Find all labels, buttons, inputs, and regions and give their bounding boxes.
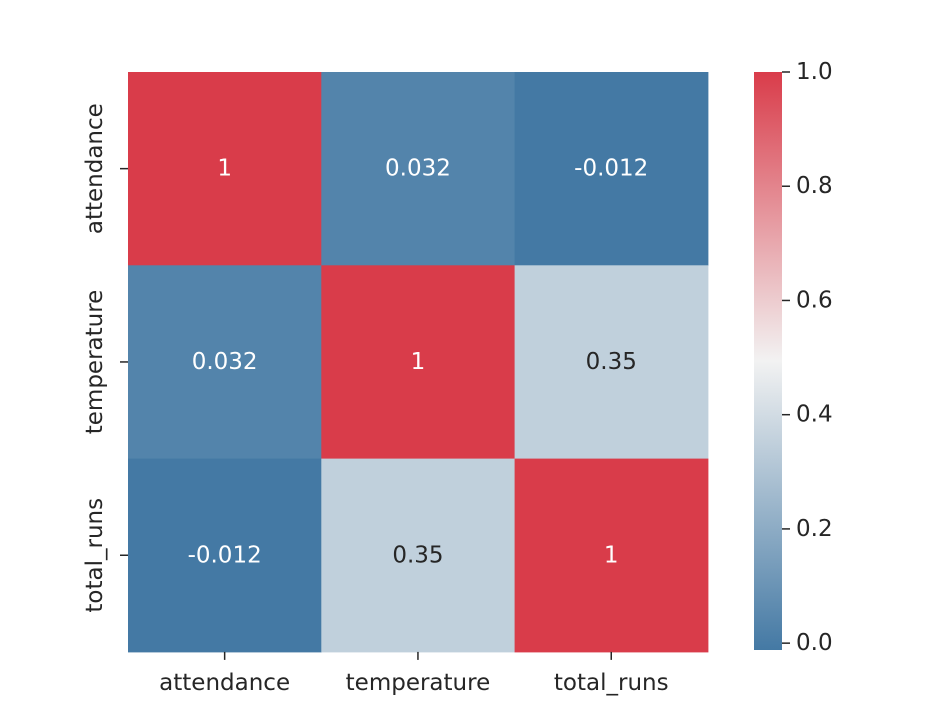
colorbar-tick-label: 0.2 [796,516,833,542]
heatmap-cell-0-1 [321,72,516,266]
heatmap-cell-0-2 [514,72,709,266]
colorbar-tick-label: 0.8 [796,173,833,199]
x-tick-label: attendance [159,670,290,696]
heatmap-cells: 1 0.032 -0.012 0.032 1 0.35 -0.012 0.35 1 [128,72,709,653]
y-tick-label: temperature [82,290,108,435]
colorbar: 0.0 0.2 0.4 0.6 0.8 1.0 [754,59,833,656]
y-axis-ticks: attendance temperature total_runs [82,103,128,613]
x-tick-label: temperature [346,670,491,696]
heatmap-cell-2-1 [321,458,516,653]
cell-annotation-1-0: 0.032 [192,349,258,375]
y-tick-label: total_runs [82,498,108,613]
heatmap-cell-1-0 [128,265,322,460]
heatmap-cell-2-2 [514,458,709,653]
cell-annotation-2-1: 0.35 [392,542,443,568]
cell-annotation-2-2: 1 [604,542,619,568]
x-axis-ticks: attendance temperature total_runs [159,651,669,696]
x-tick-label: total_runs [554,670,669,696]
colorbar-gradient [754,72,782,650]
heatmap-cell-1-2 [514,265,709,460]
cell-annotation-0-1: 0.032 [385,156,451,182]
colorbar-tick-label: 0.6 [796,287,833,313]
cell-annotation-2-0: -0.012 [188,542,262,568]
cell-annotation-1-1: 1 [411,349,426,375]
heatmap-cell-1-1 [321,265,516,460]
colorbar-tick-label: 1.0 [796,59,833,85]
heatmap-cell-0-0 [128,72,322,266]
heatmap-cell-2-0 [128,458,322,653]
colorbar-tick-label: 0.4 [796,402,833,428]
cell-annotation-0-2: -0.012 [574,156,648,182]
cell-annotation-0-0: 1 [217,156,232,182]
y-tick-label: attendance [82,103,108,234]
colorbar-tick-label: 0.0 [796,630,833,656]
cell-annotation-1-2: 0.35 [586,349,637,375]
